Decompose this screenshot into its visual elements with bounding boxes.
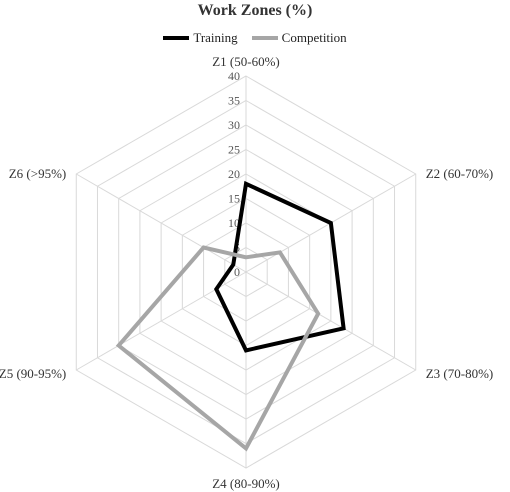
radial-tick-label: 30 bbox=[228, 118, 240, 132]
axis-label: Z5 (90-95%) bbox=[0, 366, 66, 381]
radar-grid bbox=[75, 75, 417, 469]
legend-label-training: Training bbox=[193, 30, 238, 45]
chart-title: Work Zones (%) bbox=[197, 2, 313, 19]
legend-label-competition: Competition bbox=[281, 30, 347, 45]
axis-label: Z3 (70-80%) bbox=[426, 366, 494, 381]
legend-item-competition: Competition bbox=[251, 30, 347, 46]
radial-tick-label: 40 bbox=[228, 69, 240, 83]
axis-label: Z1 (50-60%) bbox=[212, 54, 280, 69]
grid-spoke bbox=[76, 173, 247, 273]
radial-tick-label: 15 bbox=[228, 192, 240, 206]
radial-tick-label: 35 bbox=[228, 94, 240, 108]
axis-label: Z6 (>95%) bbox=[9, 166, 67, 181]
axis-label: Z2 (60-70%) bbox=[426, 166, 494, 181]
radial-tick-label: 0 bbox=[234, 265, 240, 279]
radial-tick-label: 25 bbox=[228, 143, 240, 157]
radial-tick-label: 20 bbox=[228, 167, 240, 181]
chart-legend: Training Competition bbox=[0, 30, 510, 46]
legend-item-training: Training bbox=[163, 30, 238, 46]
series-layer bbox=[115, 180, 346, 452]
axis-label: Z4 (80-90%) bbox=[212, 476, 280, 491]
radial-tick-label: 10 bbox=[228, 216, 240, 230]
legend-swatch-training bbox=[163, 36, 190, 40]
axis-labels: Z1 (50-60%) Z2 (60-70%) Z3 (70-80%) Z4 (80-… bbox=[0, 54, 493, 491]
grid-spoke bbox=[245, 271, 416, 371]
legend-swatch-competition bbox=[251, 36, 278, 40]
